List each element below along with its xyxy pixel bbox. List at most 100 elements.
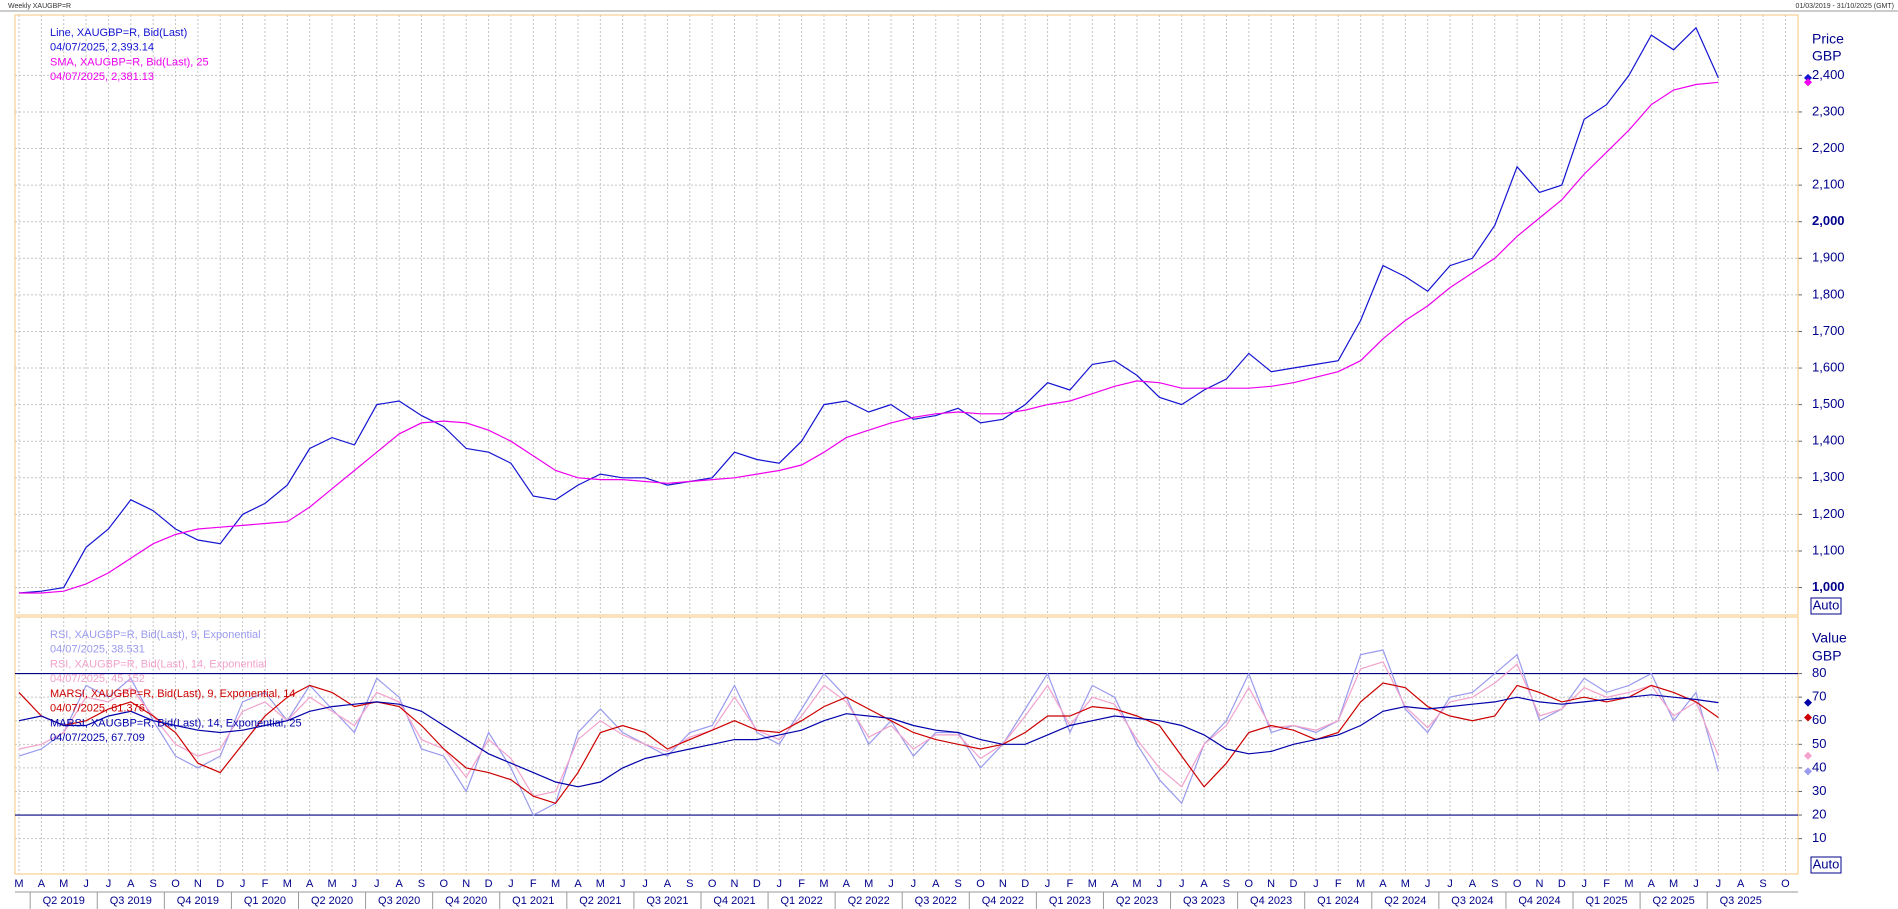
quarter-label: Q3 2023 xyxy=(1183,895,1225,907)
x-tick-label: F xyxy=(1067,878,1074,890)
quarter-label: Q1 2020 xyxy=(244,895,286,907)
x-tick-label: J xyxy=(106,878,112,890)
x-tick-label: M xyxy=(283,878,292,890)
scale-button-label[interactable]: Auto xyxy=(1813,856,1840,871)
y-tick-label: 1,800 xyxy=(1812,286,1845,301)
y-tick-label: 2,000 xyxy=(1812,213,1845,228)
quarter-label: Q4 2023 xyxy=(1250,895,1292,907)
x-tick-label: M xyxy=(14,878,23,890)
series-line xyxy=(19,81,1719,594)
legend-name: Line, XAUGBP=R, Bid(Last) xyxy=(50,27,187,39)
x-tick-label: A xyxy=(1200,878,1208,890)
x-tick-label: S xyxy=(954,878,961,890)
x-tick-label: J xyxy=(911,878,917,890)
x-tick-label: O xyxy=(708,878,717,890)
x-tick-label: J xyxy=(1425,878,1431,890)
quarter-label: Q2 2020 xyxy=(311,895,353,907)
legend-name: RSI, XAUGBP=R, Bid(Last), 9, Exponential xyxy=(50,629,261,641)
last-value-marker xyxy=(1804,73,1812,82)
quarter-label: Q2 2022 xyxy=(848,895,890,907)
quarter-label: Q3 2024 xyxy=(1451,895,1493,907)
quarter-label: Q2 2023 xyxy=(1116,895,1158,907)
x-tick-label: O xyxy=(171,878,180,890)
y-tick-label: 30 xyxy=(1812,783,1826,798)
last-value-marker xyxy=(1804,767,1812,776)
x-tick-label: M xyxy=(1356,878,1365,890)
x-tick-label: A xyxy=(1737,878,1745,890)
quarter-label: Q1 2023 xyxy=(1049,895,1091,907)
series-line xyxy=(18,694,1719,788)
x-tick-label: D xyxy=(753,878,761,890)
quarter-label: Q4 2020 xyxy=(445,895,487,907)
x-tick-label: M xyxy=(864,878,873,890)
x-tick-label: F xyxy=(1335,878,1342,890)
x-tick-label: O xyxy=(440,878,449,890)
x-tick-label: A xyxy=(1469,878,1477,890)
scale-button[interactable] xyxy=(1810,856,1842,874)
x-tick-label: S xyxy=(418,878,425,890)
x-tick-label: M xyxy=(1132,878,1141,890)
x-tick-label: F xyxy=(262,878,269,890)
scale-button[interactable] xyxy=(1810,597,1842,615)
x-tick-label: J xyxy=(1313,878,1319,890)
quarter-label: Q2 2024 xyxy=(1384,895,1426,907)
legend-value: 04/07/2025, 61.376 xyxy=(50,702,145,714)
x-tick-label: J xyxy=(240,878,246,890)
x-tick-label: A xyxy=(1111,878,1119,890)
x-tick-label: J xyxy=(352,878,358,890)
x-tick-label: S xyxy=(1491,878,1498,890)
y-tick-label: 10 xyxy=(1812,830,1826,845)
legend-value: 04/07/2025, 67.709 xyxy=(50,732,145,744)
panel-frame xyxy=(14,14,1799,616)
x-tick-label: A xyxy=(574,878,582,890)
x-tick-label: D xyxy=(485,878,493,890)
x-tick-label: S xyxy=(1223,878,1230,890)
x-tick-label: J xyxy=(1045,878,1051,890)
x-tick-label: A xyxy=(306,878,314,890)
axis-unit: GBP xyxy=(1812,648,1842,664)
x-tick-label: J xyxy=(776,878,782,890)
x-tick-label: S xyxy=(686,878,693,890)
legend-name: SMA, XAUGBP=R, Bid(Last), 25 xyxy=(50,56,209,68)
series-line xyxy=(18,682,1719,805)
y-tick-label: 70 xyxy=(1812,689,1826,704)
quarter-label: Q3 2025 xyxy=(1720,895,1762,907)
y-tick-label: 2,300 xyxy=(1812,103,1845,118)
x-tick-label: J xyxy=(1716,878,1722,890)
legend-value: 04/07/2025, 2,381.13 xyxy=(50,71,154,83)
scale-button-label[interactable]: Auto xyxy=(1813,597,1840,612)
legend-value: 04/07/2025, 38.531 xyxy=(50,643,145,655)
x-tick-label: N xyxy=(1267,878,1275,890)
y-tick-label: 20 xyxy=(1812,806,1826,821)
quarter-label: Q2 2019 xyxy=(43,895,85,907)
y-tick-label: 2,200 xyxy=(1812,140,1845,155)
x-tick-label: J xyxy=(83,878,89,890)
last-value-marker xyxy=(1804,698,1812,707)
quarter-label: Q2 2021 xyxy=(579,895,621,907)
x-tick-label: M xyxy=(1624,878,1633,890)
x-tick-label: O xyxy=(1513,878,1522,890)
legend-name: MARSI, XAUGBP=R, Bid(Last), 14, Exponent… xyxy=(50,717,302,729)
x-tick-label: J xyxy=(374,878,380,890)
x-tick-label: M xyxy=(327,878,336,890)
chart-title: Weekly XAUGBP=R xyxy=(8,3,71,10)
quarter-label: Q3 2022 xyxy=(915,895,957,907)
legend-name: MARSI, XAUGBP=R, Bid(Last), 9, Exponenti… xyxy=(50,688,295,700)
series-line xyxy=(18,661,1719,797)
text-layer: 1,000 1,100 1,200 1,300 1,400 1,500 1,600 1,700… xyxy=(14,27,1847,907)
x-tick-label: F xyxy=(530,878,537,890)
y-tick-label: 1,400 xyxy=(1812,433,1845,448)
quarter-label: Q1 2022 xyxy=(780,895,822,907)
x-tick-label: N xyxy=(731,878,739,890)
y-tick-label: 1,700 xyxy=(1812,323,1845,338)
quarter-label: Q3 2020 xyxy=(378,895,420,907)
axis-title: Price xyxy=(1812,31,1844,47)
panel-frame xyxy=(14,616,1799,875)
x-tick-label: J xyxy=(1581,878,1587,890)
legend-name: RSI, XAUGBP=R, Bid(Last), 14, Exponentia… xyxy=(50,658,267,670)
x-tick-label: D xyxy=(216,878,224,890)
x-tick-label: J xyxy=(1447,878,1453,890)
y-tick-label: 2,100 xyxy=(1812,177,1845,192)
quarter-label: Q3 2021 xyxy=(646,895,688,907)
